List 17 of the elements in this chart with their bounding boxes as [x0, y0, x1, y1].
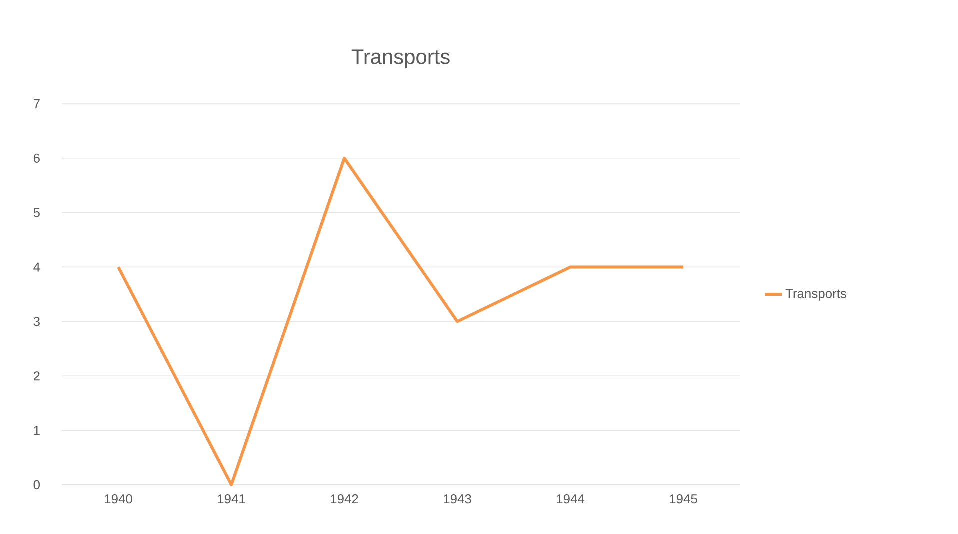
x-tick-label: 1942: [331, 494, 358, 504]
x-tick-label: 1940: [105, 494, 132, 504]
y-tick-label: 2: [34, 372, 40, 381]
line-series: [117, 156, 685, 486]
y-tick-label: 7: [34, 100, 40, 108]
y-tick-label: 4: [34, 262, 40, 272]
y-tick-label: 3: [34, 317, 40, 326]
y-tick-label: 1: [34, 426, 40, 436]
legend-label: Transports: [786, 289, 846, 301]
x-tick-label: 1941: [218, 494, 246, 504]
x-tick-label: 1945: [670, 494, 698, 504]
x-tick-label: 1943: [444, 494, 472, 504]
y-tick-label: 5: [34, 208, 40, 218]
y-tick-label: 6: [34, 154, 40, 163]
x-tick-label: 1944: [557, 494, 585, 504]
y-tick-label: 0: [34, 480, 40, 490]
chart-title: Transports: [352, 50, 450, 68]
